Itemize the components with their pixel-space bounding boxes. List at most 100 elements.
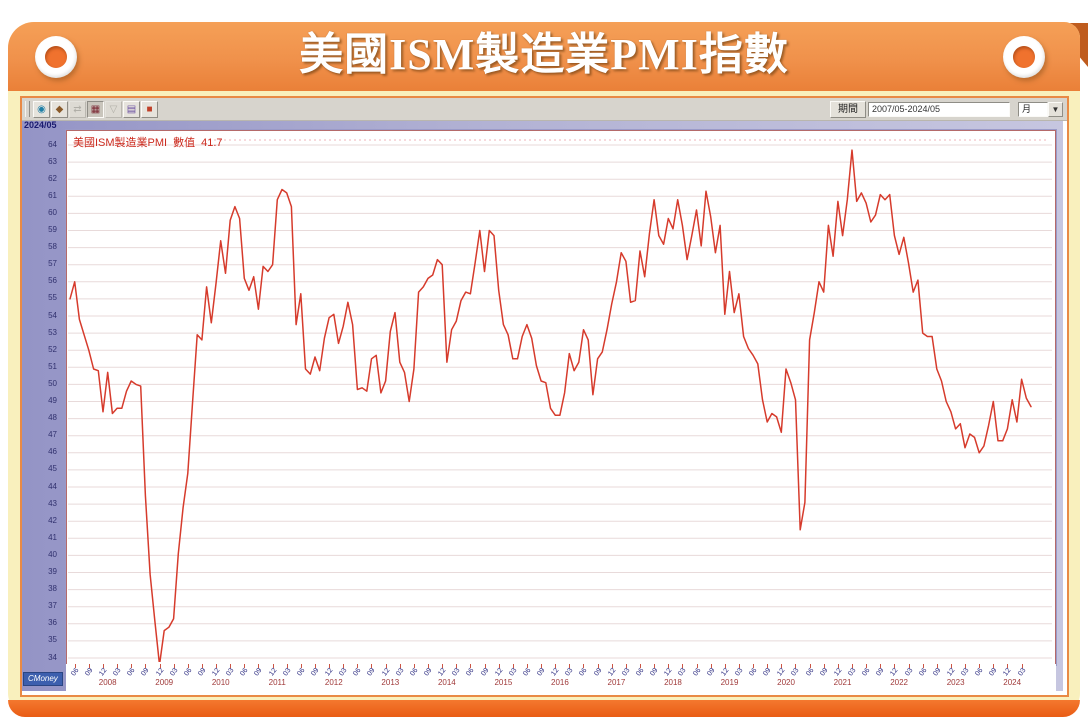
x-axis-tick (329, 664, 331, 668)
x-axis-tick (456, 664, 458, 668)
y-axis-label: 60 (48, 207, 57, 217)
chart-panel: ◉◆⇄▦▽▤■ 期間 月 ▼ 2024/05 64 63 62 61 60 59 58 57 5… (20, 96, 1069, 697)
y-axis-label: 51 (48, 361, 57, 371)
plot-area[interactable]: 美國ISM製造業PMI 數值 41.7 (66, 130, 1056, 665)
x-axis-tick (131, 664, 133, 668)
period-range-input[interactable] (868, 101, 1010, 117)
x-axis-month-label: 06 (465, 667, 476, 678)
x-axis-month-label: 06 (296, 667, 307, 678)
x-axis-tick (668, 664, 670, 668)
x-axis-tick (117, 664, 119, 668)
y-axis-label: 54 (48, 310, 57, 320)
x-axis-month-label: 06 (917, 667, 929, 678)
report-card: 美國ISM製造業PMI指數 ◉◆⇄▦▽▤■ 期間 月 ▼ 2024/05 64 6… (8, 22, 1080, 717)
binder-ring-right (1003, 36, 1045, 78)
chart-area: 2024/05 64 63 62 61 60 59 58 57 56 55 54 53 52 51 50 49… (22, 121, 1063, 691)
y-axis-label: 55 (48, 293, 57, 303)
x-axis-tick (569, 664, 571, 668)
y-axis-label: 34 (48, 652, 57, 662)
x-axis-tick (314, 664, 316, 668)
y-axis-label: 46 (48, 447, 57, 457)
y-axis-label: 36 (48, 618, 57, 628)
x-axis-tick (357, 664, 359, 668)
current-value: 41.7 (201, 137, 223, 149)
y-axis-label: 39 (48, 567, 57, 576)
x-axis-month-label: 06 (804, 667, 816, 678)
x-axis-tick (526, 664, 528, 668)
compare-icon[interactable]: ⇄ (69, 100, 86, 118)
x-axis-year-label: 2010 (211, 678, 230, 687)
x-axis-tick (512, 664, 514, 668)
binder-ring-hole (45, 46, 67, 68)
x-axis-tick (767, 664, 769, 668)
x-axis-month-label: 06 (352, 667, 363, 678)
x-axis-tick (993, 664, 995, 668)
alert-icon[interactable]: ■ (141, 100, 158, 118)
x-axis-tick (654, 664, 656, 668)
y-axis-label: 56 (48, 276, 57, 286)
x-axis-month-label: 06 (748, 667, 759, 678)
x-axis-tick (1021, 664, 1023, 668)
x-axis-year-label: 2014 (437, 678, 456, 687)
x-axis-tick (216, 664, 218, 668)
x-axis-tick (1007, 664, 1009, 668)
x-axis-tick (399, 664, 401, 668)
crosshair-date: 2024/05 (24, 120, 57, 130)
x-axis-tick (908, 664, 910, 668)
y-axis-label: 62 (48, 173, 57, 183)
x-axis-tick (837, 664, 839, 668)
x-axis-month-label: 06 (69, 667, 81, 678)
tools-icon[interactable]: ◆ (51, 100, 68, 118)
y-axis-label: 61 (48, 190, 57, 200)
x-axis-year-label: 2009 (155, 678, 174, 687)
chart-type-icon[interactable]: ▦ (87, 100, 104, 118)
y-axis-label: 49 (48, 396, 57, 405)
x-axis-year-label: 2022 (890, 678, 908, 687)
binder-ring-hole (1013, 46, 1035, 68)
x-axis-tick (724, 664, 726, 668)
frequency-value[interactable]: 月 (1018, 101, 1048, 117)
link-icon[interactable]: ▽ (105, 100, 122, 118)
x-axis-tick (922, 664, 924, 668)
x-axis-tick (498, 664, 500, 668)
toolbar-icons: ◉ ◆ ⇄ ▦ ▽ ▤ ■ (33, 100, 159, 118)
x-axis-tick (795, 664, 797, 668)
x-axis-month-label: 06 (974, 667, 985, 678)
x-axis-month-label: 06 (409, 667, 420, 678)
y-axis: 64 63 62 61 60 59 58 57 56 55 54 53 52 51 50 49 48 47 46 45… (22, 130, 62, 663)
dropdown-arrow-icon[interactable]: ▼ (1048, 101, 1063, 117)
binder-ring-left (35, 36, 77, 78)
page-title: 美國ISM製造業PMI指數 (299, 30, 789, 79)
series-legend: 美國ISM製造業PMI 數值 41.7 (73, 134, 229, 150)
y-axis-label: 45 (48, 464, 57, 474)
view-icon[interactable]: ◉ (33, 100, 50, 118)
table-icon[interactable]: ▤ (123, 100, 140, 118)
x-axis-tick (173, 664, 175, 668)
y-axis-label: 37 (48, 601, 57, 611)
period-button[interactable]: 期間 (830, 100, 866, 118)
y-axis-label: 47 (48, 430, 57, 440)
x-axis-year-label: 2021 (833, 678, 852, 687)
frequency-select[interactable]: 月 ▼ (1018, 101, 1063, 117)
pmi-line-chart (68, 139, 1052, 662)
x-axis-tick (851, 664, 853, 668)
x-axis-month-label: 06 (578, 667, 589, 678)
x-axis-tick (187, 664, 189, 668)
x-axis-tick (286, 664, 288, 668)
x-axis-year-label: 2012 (324, 678, 343, 687)
x-axis-tick (979, 664, 981, 668)
y-axis-label: 42 (48, 515, 57, 525)
y-axis-label: 58 (48, 242, 57, 252)
y-axis-label: 64 (48, 139, 57, 149)
x-axis-year-label: 2008 (98, 678, 117, 687)
x-axis-tick (442, 664, 444, 668)
x-axis-year-label: 2018 (664, 678, 682, 687)
toolbar-grip[interactable] (25, 101, 30, 117)
x-axis-tick (597, 664, 599, 668)
x-axis-month-label: 06 (861, 667, 872, 678)
x-axis-tick (965, 664, 967, 668)
x-axis-tick (866, 664, 868, 668)
x-axis-month-label: 06 (239, 667, 250, 678)
x-axis-year-label: 2024 (1003, 678, 1022, 687)
